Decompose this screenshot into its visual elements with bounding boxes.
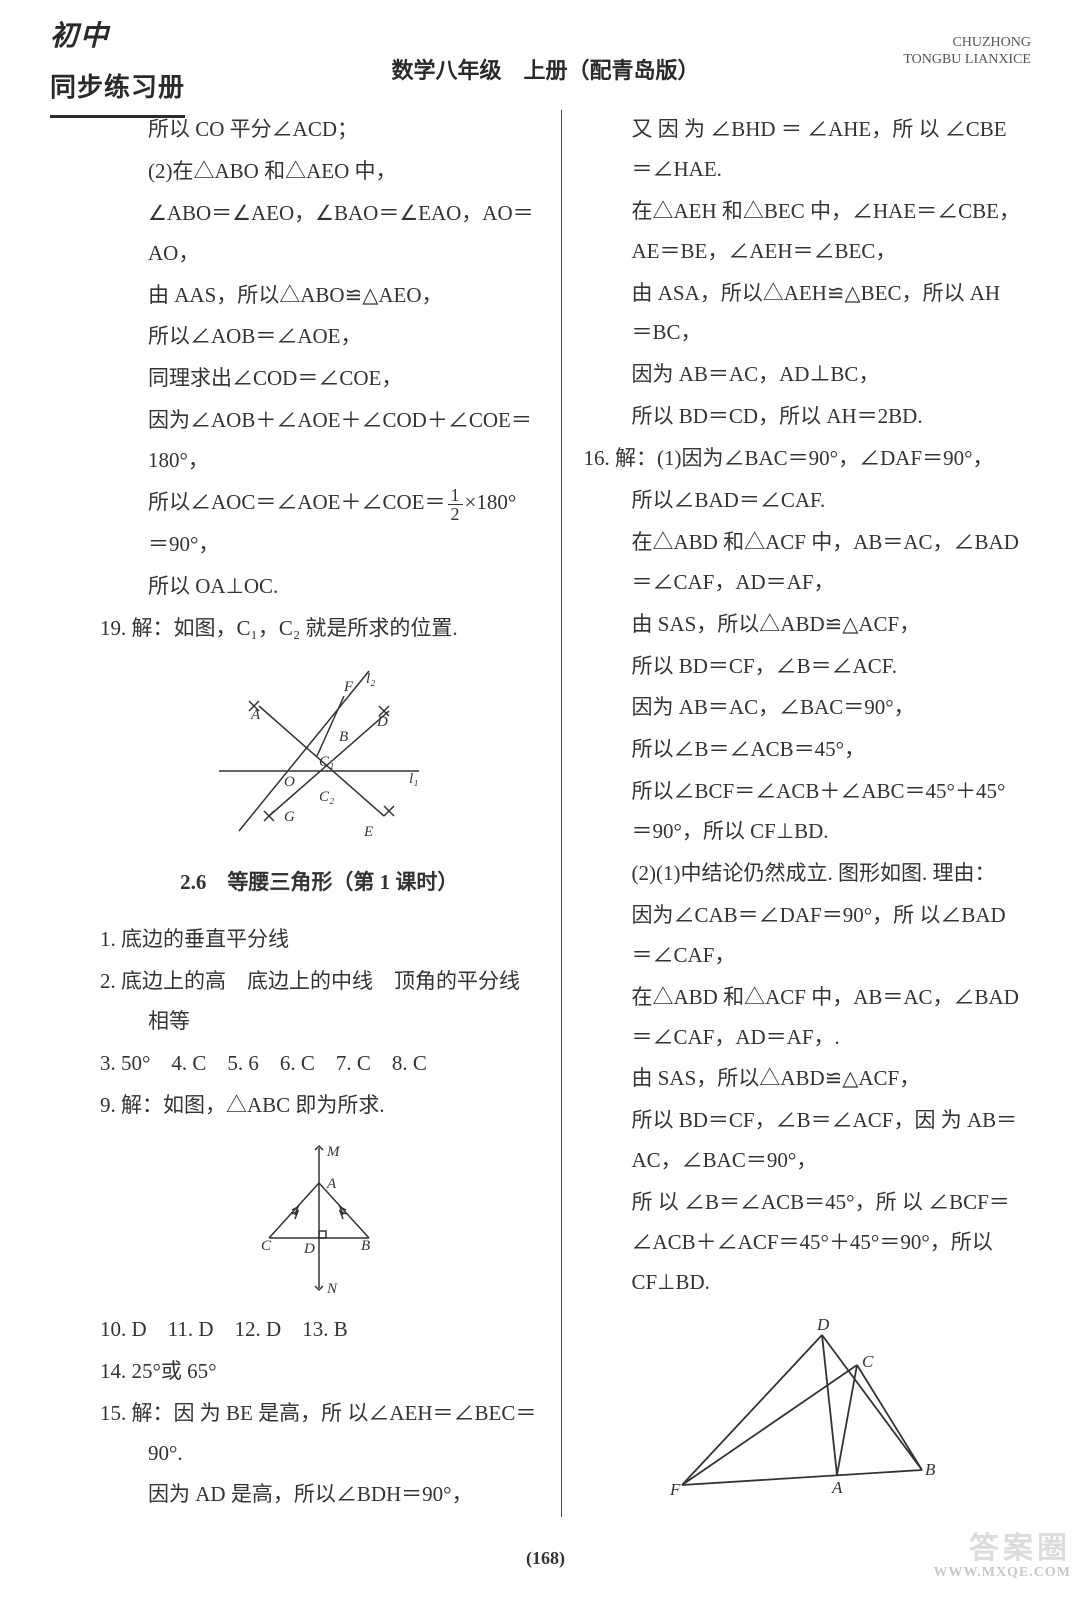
label-l1: l₁	[409, 771, 418, 787]
text-line: 所以∠AOC＝∠AOE＋∠COE＝12×180°	[100, 483, 539, 523]
text-line: ＝90°，	[100, 525, 539, 565]
text-line: 所以∠B＝∠ACB＝45°，	[584, 730, 1022, 770]
text-line: 所以 BD＝CF，∠B＝∠ACF，因 为 AB＝AC，∠BAC＝90°，	[584, 1101, 1022, 1181]
text-line: 所 以 ∠B＝∠ACB＝45°，所 以 ∠BCF＝∠ACB＋∠ACF＝45°＋4…	[584, 1183, 1022, 1303]
watermark: 答案圈 WWW.MXQE.COM	[934, 1532, 1071, 1580]
text-line: 由 ASA，所以△AEH≌△BEC，所以 AH＝BC，	[584, 274, 1022, 354]
left-column: 所以 CO 平分∠ACD； (2)在△ABO 和△AEO 中， ∠ABO＝∠AE…	[85, 110, 561, 1517]
text-line: 所以 BD＝CF，∠B＝∠ACF.	[584, 647, 1022, 687]
text-line: 因为 AD 是高，所以∠BDH＝90°，	[100, 1475, 539, 1515]
text-line: 19. 解：如图，C₁，C₂ 就是所求的位置.	[100, 609, 539, 649]
label-B: B	[925, 1460, 936, 1479]
text-line: 在△ABD 和△ACF 中，AB＝AC，∠BAD＝∠CAF，AD＝AF，.	[584, 978, 1022, 1058]
pinyin-1: CHUZHONG	[903, 35, 1031, 52]
label-D: D	[303, 1241, 315, 1257]
figure-q9: M A C D B N	[100, 1138, 539, 1298]
text-line: 由 AAS，所以△ABO≌△AEO，	[100, 276, 539, 316]
logo: 初中 同步练习册	[50, 10, 270, 118]
text-line: 14. 25°或 65°	[100, 1352, 539, 1392]
pinyin-2: TONGBU LIANXICE	[903, 52, 1031, 69]
fraction: 12	[448, 486, 463, 523]
label-C1: C₁	[319, 754, 334, 770]
text-line: 由 SAS，所以△ABD≌△ACF，	[584, 605, 1022, 645]
logo-line1: 初中	[50, 10, 270, 63]
text-line: 2. 底边上的高 底边上的中线 顶角的平分线 相等	[100, 962, 539, 1042]
label-F: F	[343, 679, 354, 695]
text-line: 因为∠AOB＋∠AOE＋∠COD＋∠COE＝180°，	[100, 401, 539, 481]
label-A: A	[326, 1176, 337, 1192]
label-C: C	[862, 1352, 874, 1371]
text-line: 所以∠BAD＝∠CAF.	[584, 481, 1022, 521]
text-line: 所以∠BCF＝∠ACB＋∠ABC＝45°＋45°＝90°，所以 CF⊥BD.	[584, 772, 1022, 852]
geometry-diagram-2: M A C D B N	[239, 1138, 399, 1298]
text-line: (2)(1)中结论仍然成立. 图形如图. 理由：	[584, 854, 1022, 894]
text-line: 同理求出∠COD＝∠COE，	[100, 359, 539, 399]
text-line: 由 SAS，所以△ABD≌△ACF，	[584, 1059, 1022, 1099]
geometry-diagram-3: A B C D F	[662, 1315, 942, 1505]
text-line: 在△AEH 和△BEC 中，∠HAE＝∠CBE，AE＝BE，∠AEH＝∠BEC，	[584, 192, 1022, 272]
header-pinyin: CHUZHONG TONGBU LIANXICE	[903, 35, 1031, 69]
label-O: O	[284, 774, 295, 790]
label-D: D	[816, 1315, 830, 1334]
text-line: 所以 BD＝CD，所以 AH＝2BD.	[584, 397, 1022, 437]
logo-line2: 同步练习册	[50, 63, 185, 117]
header-title: 数学八年级 上册（配青岛版）	[391, 50, 699, 92]
text-line: 1. 底边的垂直平分线	[100, 920, 539, 960]
text-span: ×180°	[465, 490, 517, 514]
label-D: D	[376, 714, 388, 730]
label-C2: C₂	[319, 789, 334, 805]
label-l2: l₂	[366, 671, 375, 687]
section-title: 2.6 等腰三角形（第 1 课时）	[100, 863, 539, 903]
figure-q16: A B C D F	[584, 1315, 1022, 1505]
watermark-text: 答案圈	[934, 1532, 1071, 1565]
text-line: 又 因 为 ∠BHD ＝ ∠AHE，所 以 ∠CBE＝∠HAE.	[584, 110, 1022, 190]
content-columns: 所以 CO 平分∠ACD； (2)在△ABO 和△AEO 中， ∠ABO＝∠AE…	[0, 100, 1091, 1517]
page-header: 初中 同步练习册 数学八年级 上册（配青岛版） CHUZHONG TONGBU …	[0, 0, 1091, 100]
text-line: 9. 解：如图，△ABC 即为所求.	[100, 1086, 539, 1126]
text-line: 10. D 11. D 12. D 13. B	[100, 1310, 539, 1350]
watermark-url: WWW.MXQE.COM	[934, 1565, 1071, 1580]
text-line: 因为∠CAB＝∠DAF＝90°，所 以∠BAD＝∠CAF，	[584, 896, 1022, 976]
label-N: N	[326, 1281, 338, 1297]
label-M: M	[326, 1144, 341, 1160]
label-B: B	[361, 1238, 370, 1254]
text-line: 15. 解：因 为 BE 是高，所 以∠AEH＝∠BEC＝90°.	[100, 1394, 539, 1474]
text-line: 所以∠AOB＝∠AOE，	[100, 317, 539, 357]
text-line: 所以 OA⊥OC.	[100, 567, 539, 607]
label-A: A	[250, 707, 261, 723]
label-F: F	[669, 1480, 681, 1499]
text-line: 3. 50° 4. C 5. 6 6. C 7. C 8. C	[100, 1044, 539, 1084]
text-line: 在△ABD 和△ACF 中，AB＝AC，∠BAD＝∠CAF，AD＝AF，	[584, 523, 1022, 603]
page-number: 168	[526, 1541, 565, 1575]
right-column: 又 因 为 ∠BHD ＝ ∠AHE，所 以 ∠CBE＝∠HAE. 在△AEH 和…	[561, 110, 1037, 1517]
text-span: 所以∠AOC＝∠AOE＋∠COE＝	[148, 490, 446, 514]
fraction-den: 2	[448, 505, 463, 523]
geometry-diagram-1: A B D E F G O C₁ C₂ l₁ l₂	[209, 661, 429, 841]
label-E: E	[363, 824, 373, 840]
label-C: C	[261, 1238, 272, 1254]
label-G: G	[284, 809, 295, 825]
figure-q19: A B D E F G O C₁ C₂ l₁ l₂	[100, 661, 539, 841]
text-line: 因为 AB＝AC，∠BAC＝90°，	[584, 688, 1022, 728]
text-line: 因为 AB＝AC，AD⊥BC，	[584, 355, 1022, 395]
label-A: A	[831, 1478, 843, 1497]
text-line: (2)在△ABO 和△AEO 中，	[100, 152, 539, 192]
text-line: ∠ABO＝∠AEO，∠BAO＝∠EAO，AO＝AO，	[100, 194, 539, 274]
text-line: 16. 解：(1)因为∠BAC＝90°，∠DAF＝90°，	[584, 439, 1022, 479]
fraction-num: 1	[448, 486, 463, 505]
label-B: B	[339, 729, 348, 745]
